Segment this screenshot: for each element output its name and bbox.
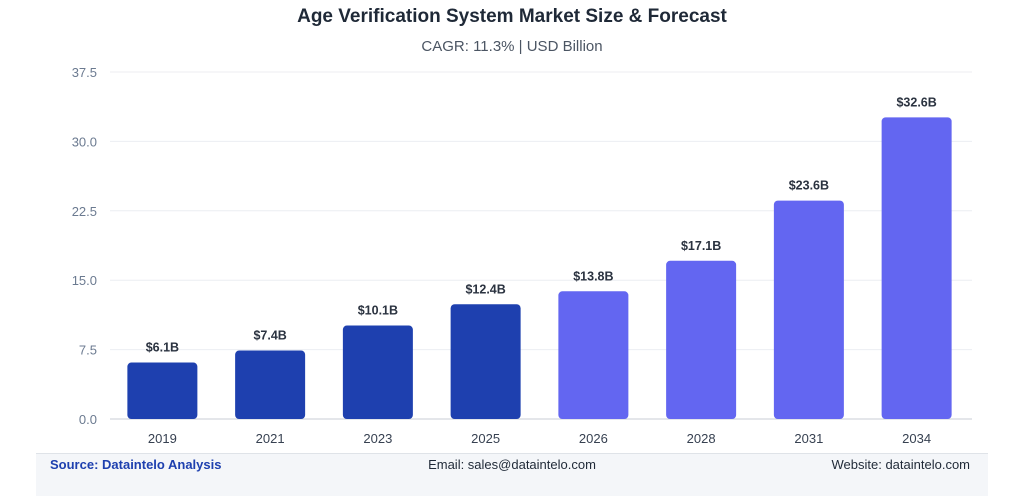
data-label: $12.4B <box>465 282 505 296</box>
data-label: $23.6B <box>789 179 829 193</box>
data-label: $7.4B <box>253 329 286 343</box>
x-tick-label: 2026 <box>579 431 608 446</box>
y-tick-label: 0.0 <box>79 412 97 427</box>
x-tick-label: 2028 <box>687 431 716 446</box>
footer-website: Website: dataintelo.com <box>831 457 971 472</box>
x-tick-label: 2021 <box>256 431 285 446</box>
y-tick-label: 7.5 <box>79 343 97 358</box>
chart-subtitle: CAGR: 11.3% | USD Billion <box>421 38 603 55</box>
x-tick-label: 2025 <box>471 431 500 446</box>
data-labels: $6.1B $7.4B $10.1B $12.4B $13.8B $17.1B $23.6B… <box>146 95 937 354</box>
y-tick-label: 37.5 <box>72 65 97 80</box>
x-tick-label: 2034 <box>902 431 931 446</box>
footer-source: Source: Dataintelo Analysis <box>50 457 222 472</box>
x-axis-ticks: 2019 2021 2023 2025 2026 2028 2031 2034 <box>148 431 931 446</box>
data-label: $10.1B <box>358 304 398 318</box>
footer-email: Email: sales@dataintelo.com <box>428 457 596 472</box>
y-tick-label: 22.5 <box>72 204 97 219</box>
bar <box>450 304 521 419</box>
y-tick-label: 15.0 <box>72 273 97 288</box>
data-label: $6.1B <box>146 341 179 355</box>
x-tick-label: 2023 <box>363 431 392 446</box>
bar-chart: 0.07.515.022.530.037.5 $6.1B$7.4B$10.1B$… <box>72 65 972 446</box>
bar <box>773 200 844 419</box>
bar <box>235 350 306 419</box>
footer-bar: Source: Dataintelo Analysis Email: sales… <box>36 453 988 496</box>
y-axis-ticks: 0.0 7.5 15.0 22.5 30.0 37.5 <box>72 65 97 427</box>
x-tick-label: 2019 <box>148 431 177 446</box>
bar <box>127 362 198 419</box>
bars <box>127 117 952 419</box>
y-tick-label: 30.0 <box>72 134 97 149</box>
chart-title: Age Verification System Market Size & Fo… <box>297 6 727 27</box>
bar <box>558 291 629 419</box>
data-label: $17.1B <box>681 239 721 253</box>
data-label: $13.8B <box>573 269 613 283</box>
data-label: $32.6B <box>896 95 936 109</box>
bar <box>881 117 952 419</box>
bar <box>666 260 737 419</box>
bar <box>342 325 413 419</box>
x-tick-label: 2031 <box>794 431 823 446</box>
